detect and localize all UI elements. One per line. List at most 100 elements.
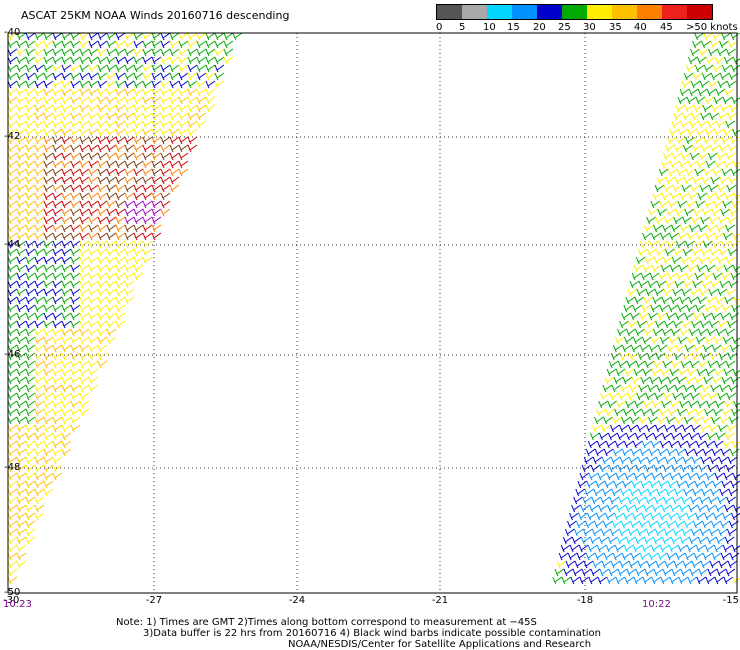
wind-barb [672,528,683,537]
wind-barb [640,240,650,249]
wind-barb [106,48,117,57]
wind-barb [70,64,81,73]
wind-barb [142,32,153,41]
wind-barb [79,120,90,129]
wind-barb [142,96,153,105]
wind-barb [70,288,81,297]
wind-barb [7,336,18,345]
wind-barb [702,448,713,457]
wind-barb [609,496,620,505]
wind-barb [606,368,617,377]
wind-barb [88,352,99,361]
wind-barb [16,472,27,481]
wind-barb [151,232,162,241]
wind-barb [106,144,117,153]
wind-barb [196,112,207,121]
wind-barb [644,224,654,233]
wind-barb [61,248,72,257]
wind-barb [97,96,108,105]
wind-barb [61,416,72,425]
wind-barb [706,296,717,305]
wind-barb [79,168,90,177]
wind-barb [585,448,596,457]
wind-barb [612,344,623,353]
wind-barb [709,112,720,121]
wind-barb [25,520,36,529]
wind-barb [16,168,27,177]
wind-barb [61,376,72,385]
wind-barb [160,40,171,49]
wind-barb [697,88,708,97]
wind-barb [196,120,207,129]
wind-barb [625,504,635,513]
wind-barb [16,232,27,241]
wind-barb [61,200,72,209]
wind-barb [97,104,108,113]
wind-barb [662,224,672,233]
wind-barb [43,72,54,81]
wind-barb [639,344,650,353]
wind-barb [187,144,198,153]
wind-barb [16,328,27,337]
wind-barb [573,528,584,537]
wind-barb [169,136,180,145]
wind-barb [587,544,598,553]
wind-barb [7,200,18,209]
wind-barb [721,240,731,249]
wind-barb [25,528,36,537]
wind-barb [70,344,81,353]
wind-barb [25,248,36,257]
wind-barb [718,320,728,329]
wind-barb [25,440,36,449]
wind-barb [676,480,687,489]
wind-barb [43,64,54,73]
wind-barb [636,528,647,537]
wind-barb [34,512,45,521]
wind-barb [97,240,108,249]
wind-barb [34,56,45,65]
wind-barb [52,376,63,385]
wind-barb [676,240,686,249]
wind-barb [205,88,216,97]
wind-barb [61,304,72,313]
wind-barb [625,536,636,545]
wind-barb [670,536,681,545]
wind-barb [70,40,81,49]
wind-barb [34,432,45,441]
wind-barb [70,368,81,377]
wind-barb [730,376,740,385]
wind-barb [61,32,72,41]
wind-barb [25,152,36,161]
wind-barb [97,280,108,289]
wind-barb [728,40,738,49]
wind-barb [97,184,108,193]
wind-barb [43,288,54,297]
wind-barb [729,104,740,113]
wind-barb [169,88,180,97]
wind-barb [79,248,90,257]
legend-swatch [562,5,587,19]
wind-barb [618,392,629,401]
wind-barb [61,336,72,345]
wind-barb [61,320,72,329]
wind-barb [16,504,27,513]
wind-barb [142,144,153,153]
wind-barb [664,216,675,225]
wind-barb [694,240,704,249]
wind-barb [703,168,714,177]
wind-barb [151,184,162,193]
wind-barb [677,512,687,521]
wind-barb [43,104,54,113]
wind-barb [632,544,643,553]
wind-barb [713,304,724,313]
wind-barb [16,448,27,457]
wind-barb [630,312,640,321]
wind-barb [25,536,36,545]
wind-barb [34,480,45,489]
wind-barb [700,352,711,361]
wind-barb [133,256,144,265]
wind-barb [667,272,678,281]
wind-barb [43,192,54,201]
wind-barb [594,448,605,457]
wind-barb [16,288,27,297]
